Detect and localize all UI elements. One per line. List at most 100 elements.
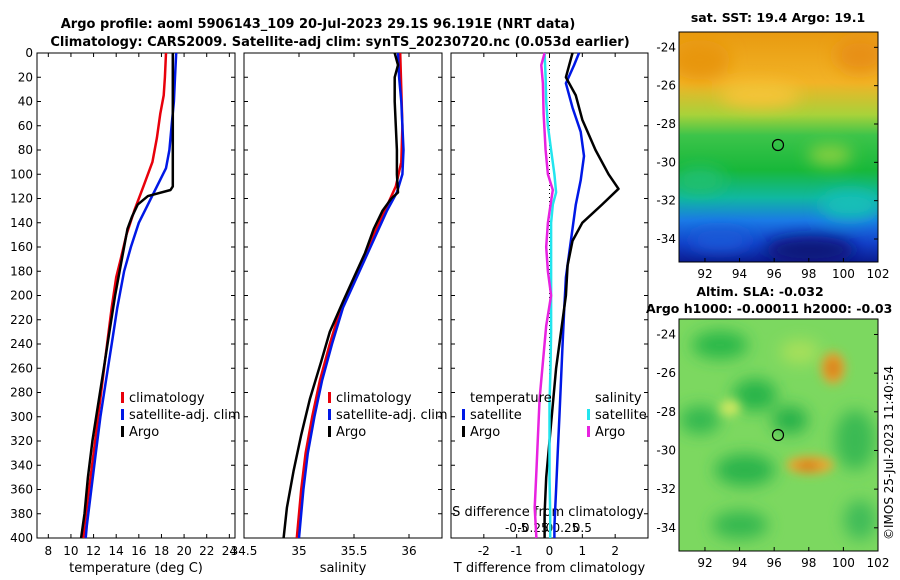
legend-label: satellite [595,408,647,423]
x-tick-label: 10 [63,544,78,558]
map-x-tick-label: 100 [832,267,855,281]
x-tick-label: 0 [546,544,554,558]
map-x-tick-label: 98 [801,556,816,570]
legend-swatch [587,409,590,420]
series-line-temperature-satellite [553,52,586,538]
sla-map-field [679,319,878,551]
map-y-tick-label: -32 [656,194,676,208]
legend-label: satellite-adj. clim [336,408,448,423]
y-tick-label: 100 [10,167,33,181]
map-y-tick-label: -30 [656,443,676,457]
series-line-climatology [82,52,168,539]
y-tick-label: 120 [10,192,33,206]
y-tick-label: 400 [10,531,33,545]
legend-swatch [328,392,331,403]
plot-frame [36,52,236,539]
x-tick-label: 35 [291,544,306,558]
y-tick-label: 80 [18,143,33,157]
map-y-tick-label: -32 [656,482,676,496]
y-tick-label: 320 [10,434,33,448]
sst-map-axes: 92 94 96 98 100 102 -24 -26 -28 -30 -32 -34 [656,40,889,281]
y-tick-label: 0 [25,46,33,60]
legend-label: Argo [595,425,625,440]
legend-label: climatology [129,391,205,406]
map-x-tick-label: 96 [767,556,782,570]
legend-swatch [328,426,331,437]
x-tick-label: 14 [109,544,124,558]
salinity-panel: 34.5 35 35.5 36 salinity climatology satellite… [231,52,448,576]
top-x-tick-label: -0.5 [505,521,528,535]
x-axis-label: salinity [320,561,367,576]
legend-swatch [328,409,331,420]
legend-label: Argo [336,425,366,440]
map-x-tick-label: 94 [732,556,747,570]
map-x-tick-label: 92 [697,556,712,570]
map-x-tick-label: 102 [867,267,890,281]
x-tick-label: 1 [579,544,587,558]
map-y-tick-label: -28 [656,405,676,419]
sst-argo-marker [771,138,785,152]
map-x-tick-label: 102 [867,556,890,570]
x-tick-label: 8 [44,544,52,558]
y-tick-label: 200 [10,289,33,303]
x-tick-label: 12 [86,544,101,558]
y-tick-label: 220 [10,313,33,327]
title-line-2: Climatology: CARS2009. Satellite-adj cli… [50,35,629,50]
temperature-panel: 0 20 40 60 80 100 120 140 160 180 200 220 240 260 280 3… [10,46,241,576]
map-x-tick-label: 92 [697,267,712,281]
legend-swatch [462,426,465,437]
legend-swatch [462,409,465,420]
legend-swatch [587,426,590,437]
watermark: ©IMOS 25-Jul-2023 11:40:54 [882,366,896,540]
x-tick-label: 22 [199,544,214,558]
series-line-salinity-satellite [543,52,558,538]
sst-map-title: sat. SST: 19.4 Argo: 19.1 [691,10,865,25]
legend-swatch [121,392,124,403]
x-tick-label: -2 [478,544,490,558]
y-tick-label: 340 [10,458,33,472]
legend-label: Argo [470,425,500,440]
legend-label: climatology [336,391,412,406]
legend-header-salinity: salinity [595,391,642,406]
y-tick-label: 140 [10,216,33,230]
y-tick-label: 60 [18,119,33,133]
x-tick-label: 35.5 [341,544,368,558]
legend-swatch [121,409,124,420]
map-y-tick-label: -28 [656,117,676,131]
legend-label: Argo [129,425,159,440]
y-tick-label: 360 [10,483,33,497]
y-tick-label: 20 [18,70,33,84]
sst-map-field [679,32,878,262]
legend-header-temperature: temperature [470,391,552,406]
plot-frame [243,52,443,539]
y-tick-label: 380 [10,507,33,521]
top-x-tick-label: 0.25 [553,521,580,535]
map-y-tick-label: -34 [656,521,676,535]
x-tick-label: 34.5 [231,544,258,558]
legend-label: satellite-adj. clim [129,408,241,423]
x-tick-label: 2 [611,544,619,558]
map-y-tick-label: -26 [656,366,676,380]
x-tick-label: 20 [176,544,191,558]
x-tick-label: 36 [401,544,416,558]
series-line-argo [79,53,175,539]
map-x-tick-label: 100 [832,556,855,570]
map-x-tick-label: 98 [801,267,816,281]
y-tick-label: 280 [10,386,33,400]
map-y-tick-label: -30 [656,155,676,169]
y-tick-label: 160 [10,240,33,254]
map-x-tick-label: 96 [767,267,782,281]
x-tick-label: 18 [154,544,169,558]
series-line-satellite-adj-clim [84,52,178,539]
map-y-tick-label: -34 [656,232,676,246]
y-tick-label: 300 [10,410,33,424]
x-tick-label: 24 [222,544,237,558]
top-x-tick-label: -0.25 [518,521,549,535]
top-x-axis-label: S difference from climatology [452,505,644,520]
map-y-tick-label: -26 [656,79,676,93]
series-line-satellite-adj-clim [297,52,405,539]
difference-panel: -2 -1 0 1 2 T difference from climatology -0.5… [450,52,649,576]
map-y-tick-label: -24 [656,40,676,54]
series-line-salinity-argo [533,52,555,539]
x-axis-label: T difference from climatology [453,561,646,576]
